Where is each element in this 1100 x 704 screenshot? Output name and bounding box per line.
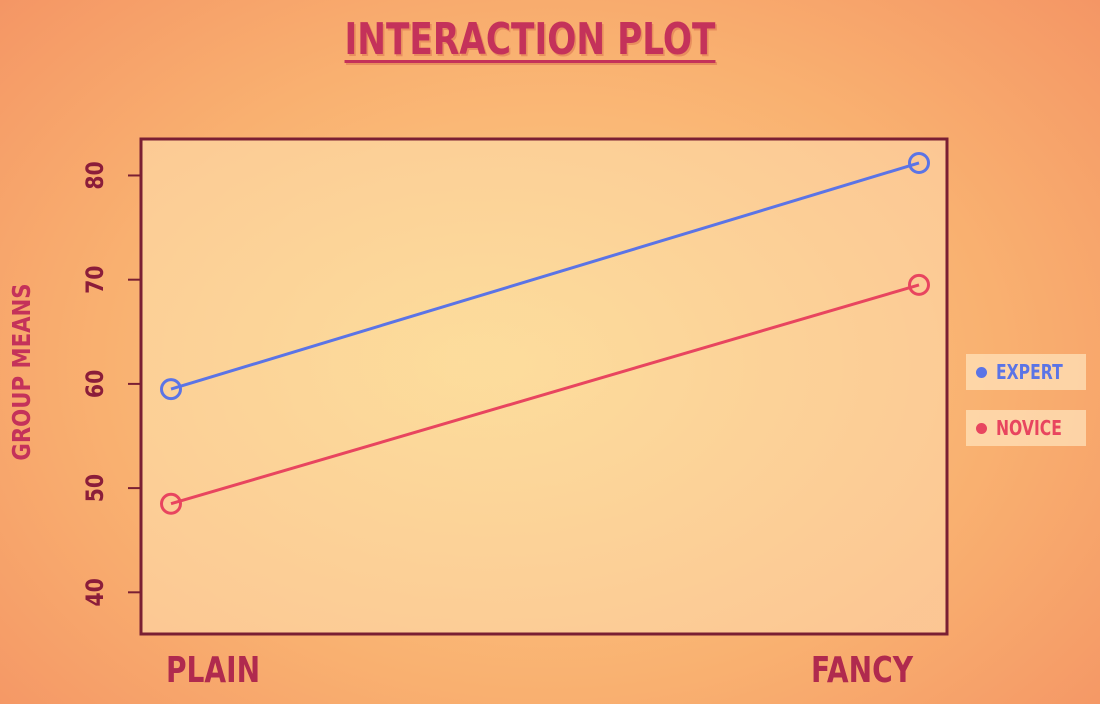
chart-title: INTERACTION PLOT [344, 14, 716, 65]
y-axis: 40 50 60 70 80 [81, 161, 141, 607]
legend-label-expert: EXPERT [996, 360, 1063, 384]
data-point-novice [160, 492, 182, 515]
data-point-novice [908, 273, 930, 296]
series-line-expert [170, 161, 920, 391]
series-line-novice [170, 283, 920, 506]
x-category-label: FANCY [811, 649, 914, 691]
y-tick-label: 80 [81, 161, 109, 189]
x-category-label: PLAIN [166, 649, 260, 691]
y-tick-label: 40 [81, 578, 109, 606]
plot-area [141, 139, 947, 634]
y-tick-label: 50 [81, 474, 109, 502]
data-point-expert [160, 378, 182, 401]
y-tick-label: 60 [81, 370, 109, 398]
legend-item-novice: NOVICE [966, 410, 1086, 446]
data-point-expert [908, 151, 930, 174]
legend-item-expert: EXPERT [966, 354, 1086, 390]
legend-marker-novice [976, 422, 987, 434]
legend-label-novice: NOVICE [996, 416, 1062, 440]
x-axis: PLAIN FANCY [166, 649, 914, 691]
y-tick-label: 70 [81, 265, 109, 293]
y-axis-label: GROUP MEANS [7, 283, 36, 460]
plot-frame [139, 137, 949, 636]
legend-marker-expert [976, 366, 987, 378]
series-layer [160, 151, 930, 515]
